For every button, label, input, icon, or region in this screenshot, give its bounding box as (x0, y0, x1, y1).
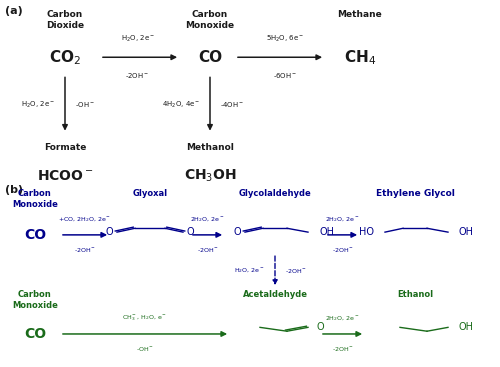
Text: -2OH$^-$: -2OH$^-$ (126, 70, 150, 80)
Text: Carbon
Dioxide: Carbon Dioxide (46, 10, 84, 30)
Text: -4OH$^-$: -4OH$^-$ (220, 101, 244, 109)
Text: 2H$_2$O, 2e$^-$: 2H$_2$O, 2e$^-$ (190, 215, 225, 224)
Text: CO: CO (24, 228, 46, 242)
Text: Methane: Methane (338, 10, 382, 19)
Text: Carbon
Monoxide: Carbon Monoxide (186, 10, 234, 30)
Text: Methanol: Methanol (186, 143, 234, 152)
Text: (b): (b) (5, 185, 23, 195)
Text: -2OH$^-$: -2OH$^-$ (332, 246, 353, 254)
Text: OH: OH (319, 227, 334, 237)
Text: HO: HO (359, 227, 374, 237)
Text: 2H$_2$O, 2e$^-$: 2H$_2$O, 2e$^-$ (325, 314, 360, 323)
Text: +CO, 2H$_2$O, 2e$^-$: +CO, 2H$_2$O, 2e$^-$ (58, 215, 112, 224)
Text: -2OH$^-$: -2OH$^-$ (196, 246, 218, 254)
Text: Carbon
Monoxide: Carbon Monoxide (12, 189, 58, 209)
Text: Ethanol: Ethanol (397, 290, 433, 299)
Text: CO$_2$: CO$_2$ (49, 48, 81, 66)
Text: Ethylene Glycol: Ethylene Glycol (376, 189, 454, 198)
Text: 5H$_2$O, 6e$^-$: 5H$_2$O, 6e$^-$ (266, 34, 304, 44)
Text: OH: OH (459, 322, 474, 333)
Text: -2OH$^-$: -2OH$^-$ (285, 267, 307, 275)
Text: CO: CO (24, 327, 46, 341)
Text: -2OH$^-$: -2OH$^-$ (332, 345, 353, 353)
Text: H$_2$O, 2e$^-$: H$_2$O, 2e$^-$ (21, 100, 55, 110)
Text: CH$_3$OH: CH$_3$OH (184, 167, 236, 184)
Text: -2OH$^-$: -2OH$^-$ (74, 246, 96, 254)
Text: OH: OH (459, 227, 474, 237)
Text: (a): (a) (5, 6, 23, 16)
Text: Acetaldehyde: Acetaldehyde (242, 290, 308, 299)
Text: 4H$_2$O, 4e$^-$: 4H$_2$O, 4e$^-$ (162, 100, 200, 110)
Text: Formate: Formate (44, 143, 86, 152)
Text: Glycolaldehyde: Glycolaldehyde (238, 189, 312, 198)
Text: Carbon
Monoxide: Carbon Monoxide (12, 290, 58, 310)
Text: Glyoxal: Glyoxal (132, 189, 168, 198)
Text: O: O (233, 227, 241, 237)
Text: CH$_3^-$, H$_2$O, e$^-$: CH$_3^-$, H$_2$O, e$^-$ (122, 313, 168, 323)
Text: H$_2$O, 2e$^-$: H$_2$O, 2e$^-$ (120, 34, 154, 44)
Text: H$_2$O, 2e$^-$: H$_2$O, 2e$^-$ (234, 266, 265, 275)
Text: O: O (106, 227, 114, 237)
Text: CO: CO (198, 50, 222, 65)
Text: 2H$_2$O, 2e$^-$: 2H$_2$O, 2e$^-$ (325, 215, 360, 224)
Text: CH$_4$: CH$_4$ (344, 48, 376, 66)
Text: HCOO$^-$: HCOO$^-$ (36, 168, 94, 182)
Text: O: O (186, 227, 194, 237)
Text: O: O (316, 322, 324, 333)
Text: -OH$^-$: -OH$^-$ (136, 345, 154, 353)
Text: -6OH$^-$: -6OH$^-$ (273, 70, 297, 80)
Text: -OH$^-$: -OH$^-$ (75, 101, 95, 109)
